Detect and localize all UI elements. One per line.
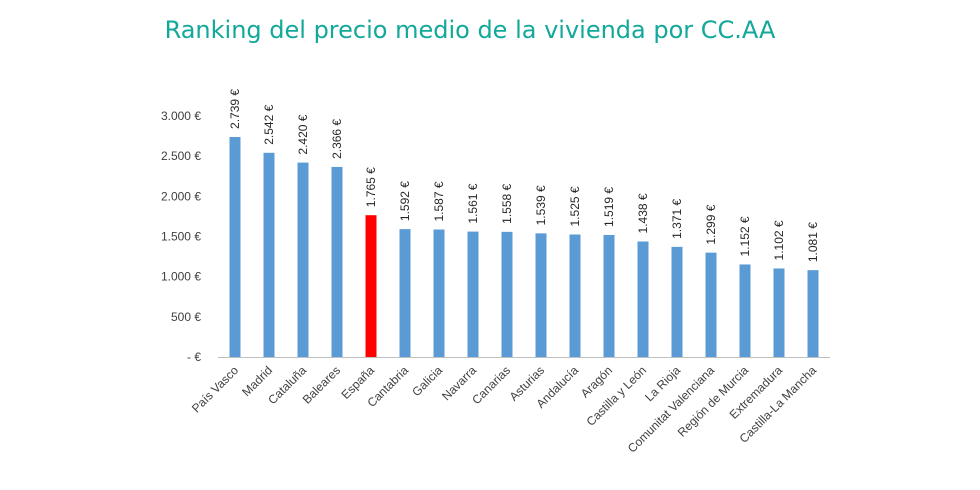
y-tick-label: - €: [187, 350, 201, 364]
bars: [229, 136, 819, 357]
value-label: 2.739 €: [228, 89, 242, 129]
y-tick-label: 3.000 €: [161, 109, 201, 123]
bar: [331, 166, 343, 357]
value-label: 1.299 €: [704, 204, 718, 244]
bar: [603, 234, 615, 357]
bar: [739, 264, 751, 357]
bar: [263, 152, 275, 357]
bar: [637, 241, 649, 357]
value-label: 1.438 €: [636, 193, 650, 233]
y-tick-label: 2.500 €: [161, 149, 201, 163]
value-label: 2.366 €: [330, 119, 344, 159]
bar: [297, 162, 309, 357]
chart-title: Ranking del precio medio de la vivienda …: [164, 16, 776, 44]
y-tick-label: 2.000 €: [161, 189, 201, 203]
bar: [671, 246, 683, 357]
value-labels: 2.739 € 2.542 € 2.420 € 2.366 € 1.765 € 1.592…: [228, 89, 820, 263]
bar: [569, 234, 581, 357]
value-label: 1.765 €: [364, 167, 378, 207]
value-label: 2.542 €: [262, 104, 276, 144]
value-label: 1.539 €: [534, 185, 548, 225]
bar: [807, 270, 819, 357]
bar: [705, 252, 717, 357]
value-label: 2.420 €: [296, 114, 310, 154]
value-label: 1.081 €: [806, 222, 820, 262]
value-label: 1.371 €: [670, 198, 684, 238]
bar: [773, 268, 785, 357]
value-label: 1.587 €: [432, 181, 446, 221]
value-label: 1.558 €: [500, 183, 514, 223]
value-label: 1.102 €: [772, 220, 786, 260]
bar: [399, 229, 411, 357]
value-label: 1.519 €: [602, 187, 616, 227]
bar: [535, 233, 547, 357]
value-label: 1.152 €: [738, 216, 752, 256]
y-tick-label: 1.000 €: [161, 270, 201, 284]
bar: [433, 229, 445, 357]
value-label: 1.525 €: [568, 186, 582, 226]
bar: [229, 136, 241, 357]
value-label: 1.561 €: [466, 183, 480, 223]
y-tick-label: 500 €: [171, 310, 201, 324]
category-labels: País VascoMadridCataluñaBalearesEspañaCa…: [189, 363, 819, 456]
bar: [501, 231, 513, 357]
category-label: País Vasco: [189, 363, 241, 415]
y-axis-ticks: - € 500 € 1.000 € 1.500 € 2.000 € 2.500 € 3.00…: [161, 109, 201, 364]
category-label: Baleares: [300, 363, 343, 406]
category-label: Canarias: [469, 363, 513, 407]
category-label: Castilla y León: [584, 363, 650, 429]
bar: [467, 231, 479, 357]
value-label: 1.592 €: [398, 181, 412, 221]
y-tick-label: 1.500 €: [161, 230, 201, 244]
bar: [365, 215, 377, 357]
